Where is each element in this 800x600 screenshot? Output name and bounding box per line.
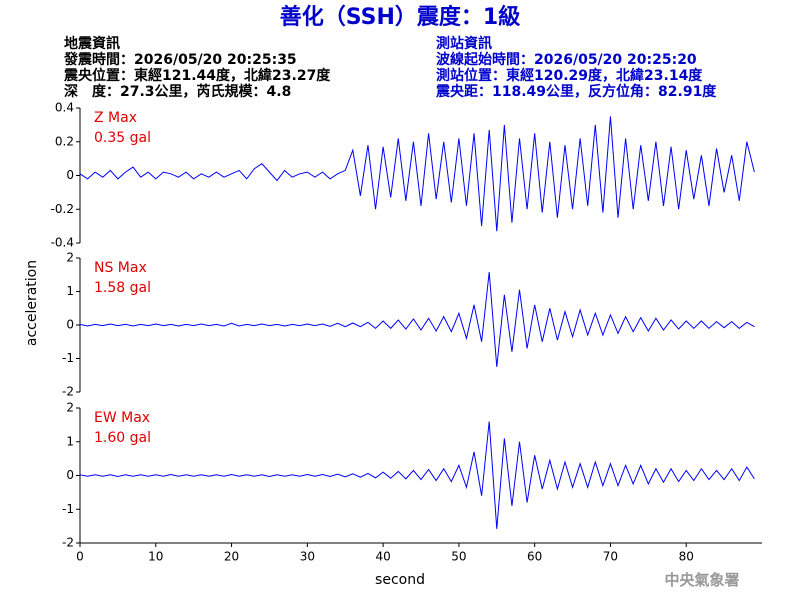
y-tick-label: 1 xyxy=(66,284,74,298)
x-tick-label: 0 xyxy=(76,550,84,564)
y-tick-label: 2 xyxy=(66,251,74,265)
x-tick-label: 60 xyxy=(527,550,542,564)
y-tick-label: 1 xyxy=(66,434,74,448)
x-axis-label: second xyxy=(375,572,425,588)
station-info: 波線起始時間：2026/05/20 20:25:20 xyxy=(436,51,697,68)
y-tick-label: -2 xyxy=(62,385,74,399)
y-tick-label: -1 xyxy=(62,502,74,516)
x-tick-label: 20 xyxy=(224,550,239,564)
footer: 中央氣象署 xyxy=(664,571,739,589)
annotation: 1.60 gal xyxy=(94,430,151,446)
chart-title: 善化（SSH）震度：1級 xyxy=(280,4,520,30)
annotation: 1.58 gal xyxy=(94,280,151,296)
y-tick-label: -1 xyxy=(62,351,74,365)
y-tick-label: 0 xyxy=(66,318,74,332)
annotation: Z Max xyxy=(94,110,137,126)
x-tick-label: 30 xyxy=(300,550,315,564)
annotation: EW Max xyxy=(94,410,150,426)
y-tick-label: 2 xyxy=(66,401,74,415)
waveform xyxy=(79,421,755,529)
station-info: 震央距：118.49公里，反方位角：82.91度 xyxy=(435,83,717,100)
y-tick-label: -0.2 xyxy=(51,202,74,216)
y-tick-label: 0.2 xyxy=(55,134,74,148)
event-info: 地震資訊 xyxy=(64,35,120,52)
event-info: 震央位置：東經121.44度，北緯23.27度 xyxy=(63,67,331,84)
x-tick-label: 70 xyxy=(603,550,618,564)
x-tick-label: 40 xyxy=(375,550,390,564)
y-tick-label: -0.4 xyxy=(51,236,74,250)
x-tick-label: 80 xyxy=(679,550,694,564)
y-tick-label: -2 xyxy=(62,536,74,550)
station-info: 測站位置：東經120.29度，北緯23.14度 xyxy=(436,67,703,84)
event-info: 深 度：27.3公里，芮氏規模：4.8 xyxy=(64,83,291,100)
waveform xyxy=(79,272,755,367)
event-info: 發震時間：2026/05/20 20:25:35 xyxy=(63,51,297,68)
x-tick-label: 10 xyxy=(148,550,163,564)
y-tick-label: 0.4 xyxy=(55,101,74,115)
x-tick-label: 50 xyxy=(451,550,466,564)
y-axis-label: acceleration xyxy=(24,260,40,346)
waveform xyxy=(79,116,755,232)
annotation: NS Max xyxy=(94,260,147,276)
station-info: 測站資訊 xyxy=(436,35,492,52)
annotation: 0.35 gal xyxy=(94,130,151,146)
y-tick-label: 0 xyxy=(66,468,74,482)
y-tick-label: 0 xyxy=(66,168,74,182)
